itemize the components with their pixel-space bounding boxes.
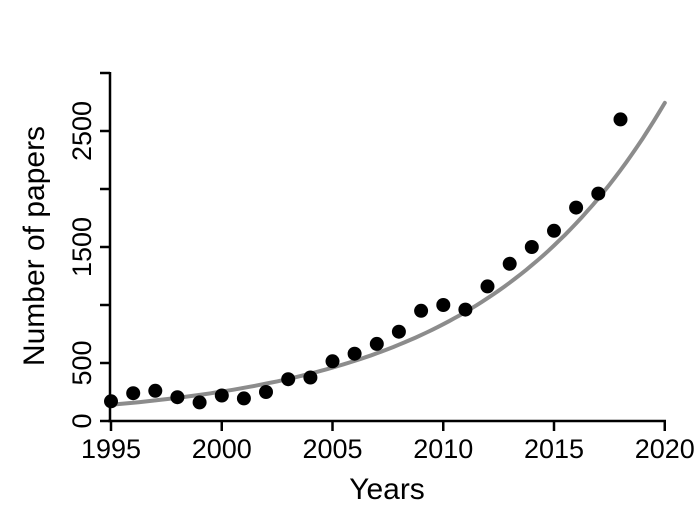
x-tick-label: 2005	[302, 434, 362, 464]
data-point-2015	[547, 223, 561, 238]
data-point-2003	[281, 372, 296, 387]
data-point-2010	[436, 298, 451, 312]
data-point-2005	[325, 354, 340, 369]
y-axis-title: Number of papers	[18, 126, 51, 366]
data-point-2012	[480, 279, 495, 294]
y-tick-label: 1500	[67, 217, 97, 277]
y-tick-label: 500	[67, 340, 97, 385]
data-point-2006	[347, 346, 362, 361]
x-tick-label: 2000	[192, 434, 252, 464]
x-tick-label: 2020	[635, 434, 695, 464]
data-point-1997	[148, 383, 163, 398]
x-tick-label: 2010	[413, 434, 473, 464]
data-point-2007	[369, 336, 384, 351]
data-point-2011	[458, 302, 473, 317]
data-point-2017	[591, 186, 606, 201]
data-point-2001	[236, 391, 251, 406]
axes-layer: 1995 2000 2005 2010 2015 2020 0 500 1500 2500	[67, 71, 695, 464]
data-point-1996	[126, 386, 141, 401]
x-axis-title: Years	[349, 473, 425, 506]
data-layer	[104, 100, 667, 410]
x-tick-label: 2015	[524, 434, 584, 464]
data-point-2016	[569, 200, 584, 215]
data-point-2000	[214, 388, 229, 403]
data-point-2018	[613, 112, 628, 127]
data-point-2008	[391, 324, 406, 339]
data-point-1998	[170, 390, 185, 405]
data-point-2009	[414, 303, 429, 318]
x-tick-label: 1995	[81, 434, 141, 464]
data-point-2013	[502, 256, 517, 271]
data-point-2014	[524, 240, 539, 254]
data-point-1999	[192, 395, 207, 410]
data-point-1995	[104, 394, 118, 409]
y-tick-label: 0	[67, 413, 97, 428]
y-tick-label: 2500	[67, 101, 97, 161]
exponential-fit-curve	[109, 100, 667, 407]
data-point-2004	[303, 370, 318, 385]
data-point-2002	[259, 385, 273, 399]
